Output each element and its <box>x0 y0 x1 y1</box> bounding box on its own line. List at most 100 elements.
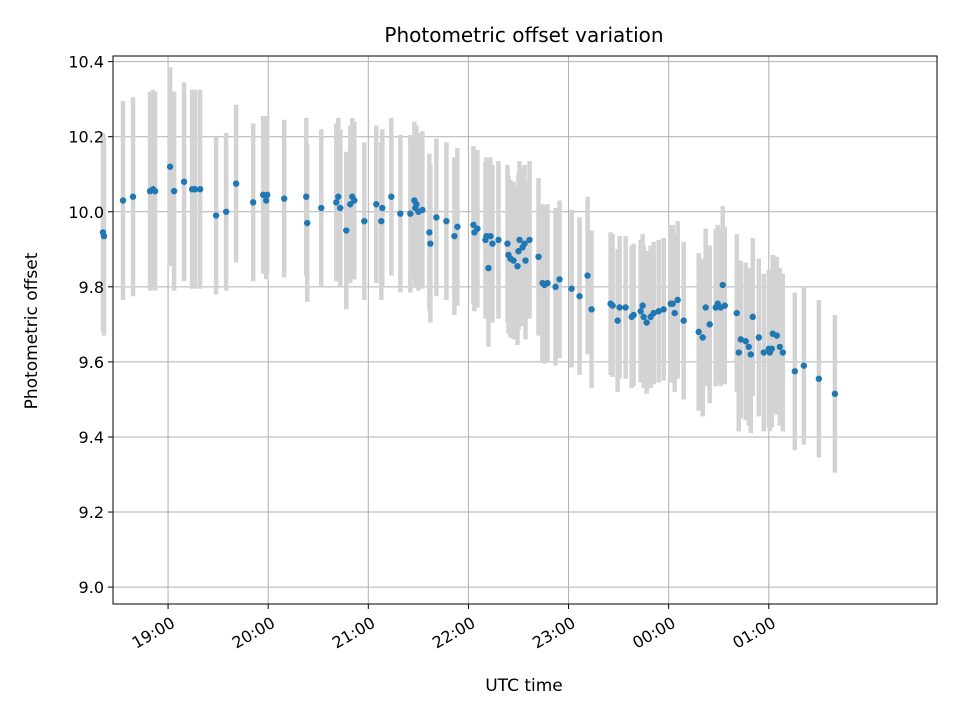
data-point <box>747 351 754 358</box>
data-point <box>343 227 350 234</box>
data-point <box>443 217 450 225</box>
data-point <box>151 187 159 195</box>
data-point <box>351 197 358 204</box>
data-point <box>222 208 230 215</box>
data-point <box>669 300 676 307</box>
data-point <box>281 195 288 202</box>
y-tick-label: 10.2 <box>68 128 104 147</box>
data-point <box>180 178 188 185</box>
data-point <box>755 334 762 341</box>
data-point <box>671 309 678 317</box>
data-point <box>735 349 742 356</box>
data-point <box>333 199 340 206</box>
data-point <box>379 204 386 212</box>
data-point <box>516 236 523 244</box>
y-tick-label: 9.8 <box>79 278 104 297</box>
y-axis-title: Photometric offset <box>22 252 42 409</box>
data-point <box>695 328 702 336</box>
data-point <box>489 240 496 247</box>
data-point <box>263 191 271 199</box>
data-point <box>522 257 529 264</box>
data-point <box>427 240 434 247</box>
data-point <box>433 214 440 221</box>
data-point <box>196 186 204 193</box>
data-point <box>232 180 240 187</box>
data-point <box>249 199 257 206</box>
data-points <box>99 163 839 398</box>
chart-title: Photometric offset variation <box>384 23 663 47</box>
data-point <box>643 319 650 326</box>
data-point <box>262 197 270 204</box>
data-point <box>485 264 492 272</box>
plot-frame <box>112 55 938 605</box>
data-point <box>119 197 127 204</box>
y-tick-label: 10.0 <box>68 203 104 222</box>
data-point <box>776 343 784 351</box>
data-point <box>609 302 616 309</box>
data-point <box>749 313 756 321</box>
data-point <box>639 302 646 309</box>
data-point <box>191 186 199 193</box>
data-point <box>702 304 709 311</box>
y-tick-label: 9.2 <box>79 503 104 522</box>
data-point <box>674 296 681 304</box>
data-point <box>640 313 647 321</box>
data-point <box>388 193 395 200</box>
data-point <box>451 232 458 240</box>
data-point <box>650 309 657 317</box>
y-axis-ticks: 9.0 9.2 9.4 9.6 9.8 10.0 10.2 10.4 <box>68 53 113 597</box>
data-point <box>568 285 575 292</box>
data-point <box>337 204 344 212</box>
data-point <box>407 210 414 217</box>
data-point <box>584 272 591 279</box>
data-point <box>426 229 433 236</box>
data-point <box>318 204 325 212</box>
data-point <box>742 338 749 345</box>
data-point <box>576 293 583 300</box>
data-point <box>719 281 726 289</box>
x-axis-title: UTC time <box>485 676 563 696</box>
data-point <box>745 343 752 351</box>
data-point <box>521 240 528 247</box>
data-point <box>495 236 502 244</box>
y-tick-label: 9.4 <box>79 428 104 447</box>
data-point <box>831 390 839 398</box>
data-point <box>129 193 137 200</box>
data-point <box>335 193 342 200</box>
data-point <box>552 283 559 291</box>
data-point <box>637 308 644 315</box>
data-point <box>768 345 775 352</box>
data-point <box>487 232 494 240</box>
data-point <box>733 309 740 317</box>
data-point <box>706 321 713 328</box>
data-point <box>378 217 385 225</box>
data-point <box>737 336 744 343</box>
data-point <box>660 306 667 313</box>
data-point <box>515 247 522 255</box>
data-point <box>622 304 629 311</box>
y-tick-label: 9.0 <box>79 578 104 597</box>
data-point <box>514 262 521 270</box>
data-point <box>791 368 799 375</box>
data-point <box>699 334 706 341</box>
data-point <box>454 223 461 230</box>
data-point <box>588 306 595 313</box>
data-point <box>504 240 511 247</box>
data-point <box>304 219 311 227</box>
data-point <box>815 375 823 382</box>
data-point <box>614 317 621 324</box>
data-point <box>166 163 174 170</box>
y-tick-label: 10.4 <box>68 53 104 72</box>
data-point <box>773 332 781 339</box>
y-tick-label: 9.6 <box>79 353 104 372</box>
data-point <box>170 187 178 195</box>
data-point <box>544 279 551 287</box>
data-point <box>347 201 354 208</box>
data-point <box>616 304 623 311</box>
data-point <box>510 257 517 264</box>
data-point <box>556 276 563 283</box>
data-point <box>630 311 637 319</box>
data-point <box>212 212 220 219</box>
